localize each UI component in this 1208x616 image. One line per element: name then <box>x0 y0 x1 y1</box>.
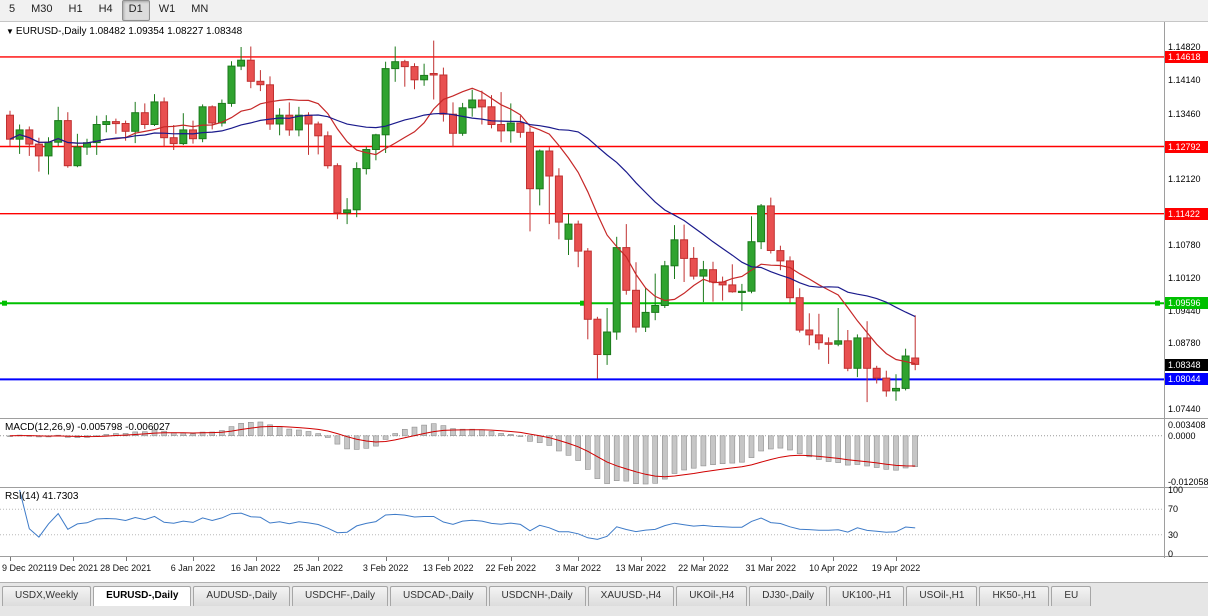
rsi-canvas[interactable] <box>0 488 1164 556</box>
chart-tab-audusd-daily[interactable]: AUDUSD-,Daily <box>193 586 290 606</box>
time-axis-tick <box>770 557 772 561</box>
time-axis-label: 19 Dec 2021 <box>47 563 99 573</box>
chart-tab-ukoil-h4[interactable]: UKOil-,H4 <box>676 586 748 606</box>
time-axis-label: 3 Feb 2022 <box>362 563 409 573</box>
rsi-name: RSI(14) <box>5 491 40 502</box>
time-axis-label: 28 Dec 2021 <box>100 563 152 573</box>
time-axis-label: 25 Jan 2022 <box>293 563 343 573</box>
time-axis-tick <box>255 557 257 561</box>
timeframe-button-h1[interactable]: H1 <box>68 3 83 15</box>
chart-tabs-bar: USDX,Weekly EURUSD-,Daily AUDUSD-,Daily USD… <box>0 582 1208 616</box>
price-axis-label: 1.13460 <box>1168 108 1201 119</box>
timeframe-button-h4[interactable]: H4 <box>98 3 113 15</box>
price-level-badge[interactable]: 1.11422 <box>1165 207 1208 220</box>
time-axis-label: 9 Dec 2021 <box>2 563 49 573</box>
price-axis-label: 1.10120 <box>1168 272 1201 283</box>
price-level-badge[interactable]: 1.14618 <box>1165 50 1208 63</box>
macd-axis-zero: 0.0000 <box>1168 430 1196 441</box>
time-axis-tick <box>510 557 512 561</box>
chart-tab-usdchf-daily[interactable]: USDCHF-,Daily <box>291 586 388 606</box>
rsi-axis-0: 0 <box>1168 549 1174 559</box>
price-axis-label: 1.08780 <box>1168 338 1201 349</box>
timeframe-button-d1[interactable]: D1 <box>121 0 150 21</box>
macd-axis-max: 0.003408 <box>1168 420 1206 430</box>
time-axis-label: 13 Feb 2022 <box>422 563 474 573</box>
time-axis-tick <box>578 557 580 561</box>
price-axis-label: 1.14820 <box>1168 42 1201 52</box>
rsi-value: 41.7303 <box>42 491 79 502</box>
panel-separator[interactable] <box>0 418 1208 419</box>
macd-value-signal: -0.006027 <box>125 422 171 433</box>
panel-separator[interactable] <box>0 556 1208 557</box>
price-axis-label: 1.07440 <box>1168 404 1201 414</box>
chart-tab-usoil-h1[interactable]: USOil-,H1 <box>906 586 978 606</box>
time-axis-label: 3 Mar 2022 <box>555 563 601 573</box>
price-level-badge[interactable]: 1.08044 <box>1165 373 1208 386</box>
time-axis-label: 13 Mar 2022 <box>615 563 667 573</box>
time-axis-tick <box>193 557 194 561</box>
rsi-label: RSI(14) 41.7303 <box>5 491 78 502</box>
time-axis-label: 31 Mar 2022 <box>745 563 797 573</box>
time-axis-tick <box>72 557 74 561</box>
timeframe-toolbar: 5 M30 H1 H4 D1 W1 MN <box>0 0 1208 22</box>
chart-workspace: ▼ EURUSD-,Daily 1.08482 1.09354 1.08227 1… <box>0 22 1208 616</box>
time-axis-tick <box>448 557 450 561</box>
price-chart-canvas[interactable] <box>0 22 1164 418</box>
chart-tab-usdx-weekly[interactable]: USDX,Weekly <box>2 586 92 606</box>
time-axis-label: 22 Feb 2022 <box>485 563 537 573</box>
chart-title-symbol: EURUSD-,Daily <box>15 26 87 37</box>
rsi-axis-100: 100 <box>1168 485 1184 495</box>
timeframe-button-mn[interactable]: MN <box>191 3 209 15</box>
chart-tab-eu[interactable]: EU <box>1051 586 1092 606</box>
symbol-dropdown-icon[interactable]: ▼ <box>6 27 14 36</box>
time-axis-label: 16 Jan 2022 <box>230 563 281 573</box>
rsi-axis-30: 30 <box>1168 529 1179 540</box>
price-level-badge[interactable]: 1.09596 <box>1165 297 1208 310</box>
price-axis-label: 1.12120 <box>1168 174 1201 185</box>
price-axis-border <box>1164 22 1165 558</box>
time-axis-tick <box>318 557 320 561</box>
time-axis-tick <box>385 557 387 561</box>
chart-tab-usdcnh-daily[interactable]: USDCNH-,Daily <box>488 586 586 606</box>
time-axis-tick <box>125 557 127 561</box>
time-axis-label: 19 Apr 2022 <box>871 563 921 573</box>
macd-canvas[interactable] <box>0 419 1164 487</box>
chart-tab-uk100-h1[interactable]: UK100-,H1 <box>828 586 905 606</box>
macd-axis-min: -0.012058 <box>1168 477 1208 487</box>
time-axis-label: 6 Jan 2022 <box>170 563 216 573</box>
time-axis-tick <box>10 557 11 561</box>
time-axis-tick <box>640 557 642 561</box>
price-axis-label: 1.14140 <box>1168 75 1201 86</box>
chart-title-ohlc: 1.08482 1.09354 1.08227 1.08348 <box>89 26 243 37</box>
time-axis-tick <box>703 557 705 561</box>
time-axis-label: 22 Mar 2022 <box>678 563 729 573</box>
timeframe-button-m30[interactable]: M30 <box>31 3 53 15</box>
macd-value-main: -0.005798 <box>77 422 123 433</box>
timeframe-button-w1[interactable]: W1 <box>158 3 176 15</box>
chart-tab-hk50-h1[interactable]: HK50-,H1 <box>979 586 1050 606</box>
chart-tab-xauusd-h4[interactable]: XAUUSD-,H4 <box>587 586 675 606</box>
chart-title: ▼ EURUSD-,Daily 1.08482 1.09354 1.08227 1… <box>6 26 242 37</box>
panel-separator[interactable] <box>0 487 1208 488</box>
time-axis-tick <box>896 557 897 561</box>
macd-label: MACD(12,26,9) -0.005798 -0.006027 <box>5 422 170 433</box>
price-axis-label: 1.09440 <box>1168 305 1201 316</box>
current-price-badge: 1.08348 <box>1165 358 1208 371</box>
chart-tab-dj30-daily[interactable]: DJ30-,Daily <box>749 586 827 606</box>
timeframe-button-5[interactable]: 5 <box>9 3 16 15</box>
rsi-axis-70: 70 <box>1168 504 1179 515</box>
chart-tab-eurusd-daily[interactable]: EURUSD-,Daily <box>93 586 192 606</box>
price-level-badge[interactable]: 1.12792 <box>1165 140 1208 153</box>
price-axis-label: 1.10780 <box>1168 240 1201 251</box>
time-axis-tick <box>833 557 835 561</box>
chart-tab-usdcad-daily[interactable]: USDCAD-,Daily <box>389 586 487 606</box>
macd-name: MACD(12,26,9) <box>5 422 75 433</box>
time-axis-label: 10 Apr 2022 <box>809 563 858 573</box>
